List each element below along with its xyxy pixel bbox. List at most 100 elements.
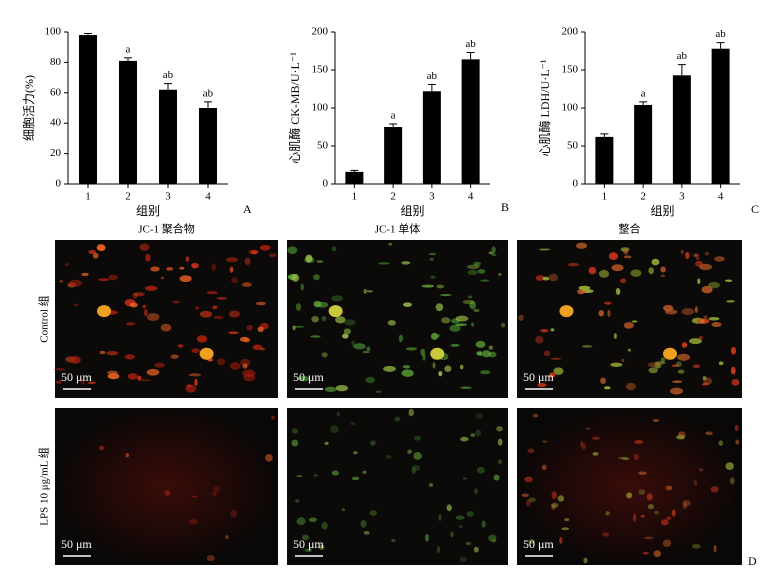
- bar: [711, 48, 730, 184]
- cell: [341, 508, 346, 512]
- cell: [735, 439, 740, 445]
- cell: [627, 348, 631, 352]
- cell: [132, 292, 138, 299]
- cell: [580, 440, 584, 447]
- cell: [550, 357, 562, 360]
- cell: [425, 533, 429, 542]
- cell: [305, 254, 313, 263]
- cell: [663, 304, 674, 312]
- cell: [521, 493, 529, 498]
- cell: [605, 511, 610, 516]
- cell: [350, 422, 356, 426]
- cell: [213, 315, 224, 320]
- cell: [363, 531, 370, 535]
- cell: [291, 439, 299, 447]
- cell: [164, 490, 171, 496]
- cell: [500, 322, 506, 328]
- cell: [455, 515, 465, 520]
- cell: [411, 464, 421, 472]
- cell: [491, 253, 497, 257]
- cell: [677, 369, 685, 374]
- panel-letter: B: [501, 200, 509, 214]
- cell: [548, 372, 556, 378]
- cell: [682, 502, 687, 509]
- cell: [362, 351, 371, 354]
- cell: [518, 314, 524, 321]
- y-tick-label: 80: [50, 56, 62, 68]
- cell: [321, 316, 327, 322]
- cell: [592, 452, 599, 456]
- bright-cell: [430, 347, 445, 360]
- cell: [405, 347, 418, 351]
- cell: [660, 357, 666, 363]
- cell: [693, 253, 699, 258]
- y-tick-label: 150: [562, 64, 579, 76]
- cell: [242, 363, 248, 369]
- cell: [269, 253, 277, 258]
- micrograph: [287, 240, 508, 398]
- cell: [672, 380, 683, 383]
- cell: [360, 520, 367, 528]
- cell: [407, 449, 413, 454]
- cell: [106, 350, 119, 356]
- cell: [725, 462, 734, 471]
- cell: [542, 276, 550, 281]
- cell: [691, 544, 701, 549]
- scale-bar-label: 50 μm: [523, 370, 554, 384]
- cell: [711, 322, 722, 328]
- cell: [553, 367, 564, 375]
- cell: [260, 347, 266, 351]
- cell: [108, 274, 118, 281]
- cell: [351, 340, 355, 346]
- cell: [660, 266, 666, 273]
- cell: [441, 317, 451, 324]
- cell: [701, 285, 713, 294]
- cell: [682, 500, 691, 507]
- cell: [625, 382, 637, 391]
- cell: [196, 335, 208, 343]
- cell: [459, 556, 467, 563]
- cell: [621, 358, 625, 362]
- cell: [324, 386, 337, 393]
- cell: [259, 244, 271, 251]
- cell: [651, 258, 660, 266]
- cell: [559, 536, 563, 544]
- cell: [681, 308, 695, 316]
- significance-label: a: [126, 43, 131, 55]
- cell: [352, 451, 358, 455]
- cell: [467, 295, 473, 299]
- cell: [708, 281, 720, 289]
- cell: [107, 373, 120, 380]
- cell: [550, 328, 555, 332]
- bar: [79, 35, 97, 184]
- cell: [466, 511, 474, 517]
- cell: [199, 310, 213, 318]
- cell: [313, 274, 320, 281]
- cell: [321, 352, 328, 358]
- cell: [88, 249, 97, 255]
- cell: [301, 534, 309, 541]
- cell: [462, 477, 467, 480]
- cell: [473, 546, 479, 553]
- cell: [618, 456, 625, 460]
- y-tick-label: 0: [573, 178, 579, 190]
- bar: [199, 108, 217, 184]
- cell: [481, 520, 486, 528]
- cell: [362, 470, 367, 474]
- bar: [345, 171, 364, 184]
- cell: [478, 350, 482, 357]
- cell: [430, 332, 439, 340]
- column-title: JC-1 单体: [375, 222, 421, 236]
- cell: [439, 293, 452, 297]
- cell: [329, 425, 339, 434]
- y-tick-label: 100: [312, 102, 329, 114]
- cell: [608, 252, 619, 261]
- cell: [170, 354, 179, 359]
- cell: [369, 510, 377, 516]
- cell: [634, 439, 644, 445]
- cell: [450, 531, 454, 538]
- cell: [342, 333, 349, 339]
- cell: [524, 476, 533, 483]
- cell: [411, 467, 416, 474]
- cell: [613, 333, 617, 339]
